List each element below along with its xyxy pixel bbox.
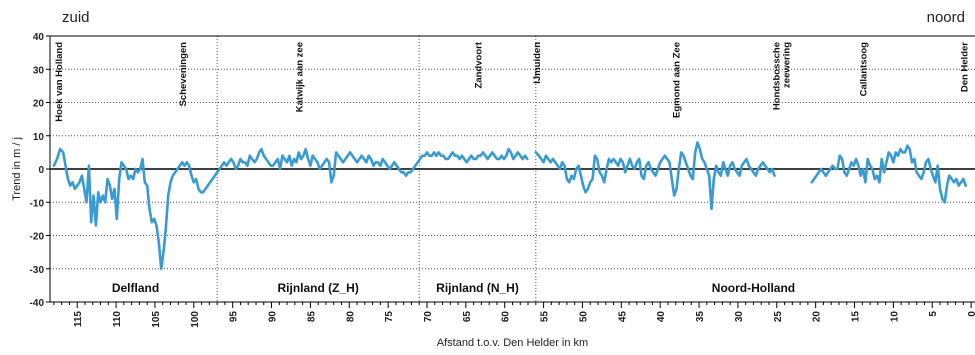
region-label: Noord-Holland [712, 281, 795, 295]
x-tick-label: 35 [695, 311, 706, 323]
x-tick-label: 40 [656, 311, 667, 323]
x-tick-label: 15 [851, 311, 862, 323]
y-axis-label: Trend in m / j [11, 137, 23, 201]
location-label: Scheveningen [178, 42, 189, 107]
x-tick-label: 25 [773, 311, 784, 323]
x-tick-label: 65 [462, 311, 473, 323]
location-label: Hoek van Holland [54, 42, 65, 122]
x-tick-label: 85 [306, 311, 317, 323]
y-tick-label: -40 [30, 298, 45, 309]
region-label: Rijnland (N_H) [436, 281, 519, 295]
x-tick-label: 0 [967, 311, 975, 317]
y-tick-label: 20 [33, 99, 45, 110]
region-label: Delfland [112, 281, 159, 295]
x-tick-label: 20 [812, 311, 823, 323]
series-line [534, 141, 776, 211]
x-tick-label: 105 [151, 311, 162, 328]
location-label: Callantsoog [858, 42, 869, 97]
x-tick-label: 50 [578, 311, 589, 323]
location-label: Hondsbossche [772, 42, 783, 110]
location-label: Egmond aan Zee [672, 42, 683, 118]
x-tick-label: 80 [345, 311, 356, 323]
location-label: Den Helder [959, 42, 970, 92]
x-tick-label: 10 [889, 311, 900, 323]
x-tick-label: 75 [384, 311, 395, 323]
x-axis-label: Afstand t.o.v. Den Helder in km [437, 337, 588, 349]
x-tick-label: 30 [734, 311, 745, 323]
x-tick-label: 60 [501, 311, 512, 323]
location-label: zeewering [782, 42, 793, 88]
series-line [810, 144, 968, 204]
south-label: zuid [62, 9, 90, 26]
y-tick-label: 40 [33, 32, 45, 43]
y-tick-label: -30 [30, 265, 45, 276]
y-tick-label: 30 [33, 65, 45, 76]
x-tick-label: 100 [190, 311, 201, 328]
location-label: Zandvoort [474, 41, 485, 88]
x-tick-label: 55 [540, 311, 551, 323]
series-line [52, 147, 529, 271]
y-tick-label: -20 [30, 232, 45, 243]
x-tick-label: 95 [229, 311, 240, 323]
location-label: Katwijk aan zee [295, 42, 306, 112]
x-tick-label: 110 [112, 311, 123, 328]
x-tick-label: 115 [73, 311, 84, 328]
north-label: noord [926, 9, 965, 26]
region-label: Rijnland (Z_H) [278, 281, 359, 295]
y-tick-label: 10 [33, 132, 45, 143]
location-label: IJmuiden [532, 42, 543, 84]
y-tick-label: 0 [38, 165, 44, 176]
x-tick-label: 70 [423, 311, 434, 323]
x-tick-label: 45 [617, 311, 628, 323]
x-tick-label: 5 [928, 311, 939, 317]
x-tick-label: 90 [268, 311, 279, 323]
y-tick-label: -10 [30, 198, 45, 209]
